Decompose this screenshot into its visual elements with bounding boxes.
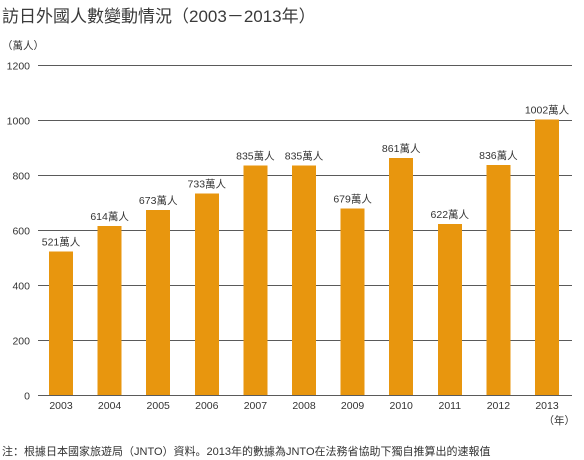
data-label-2006: 733萬人 [188,177,227,190]
x-tick-label-2013: 2013 [535,400,559,412]
data-label-2010: 861萬人 [382,142,421,155]
y-tick-label: 1200 [7,61,31,73]
bar-2008 [292,165,316,395]
data-label-2011: 622萬人 [431,208,470,221]
data-label-2004: 614萬人 [90,210,129,223]
bar-2005 [146,209,171,395]
bar-2003 [49,251,73,395]
x-tick-label-2006: 2006 [195,400,219,412]
y-tick-label: 200 [12,336,30,348]
footnote: 注：根據日本國家旅遊局（JNTO）資料。2013年的數據為JNTO在法務省協助下… [2,444,491,458]
x-tick-label-2007: 2007 [244,400,268,412]
y-tick-label: 400 [12,281,30,293]
bar-2010 [389,158,414,395]
x-tick-label-2010: 2010 [390,400,414,412]
x-tick-label-2011: 2011 [439,400,462,412]
x-tick-labels: 2003 2004 2005 2006 2007 2008 2009 2010 2011 2012… [49,400,559,412]
x-tick-label-2003: 2003 [49,400,73,412]
bar-2006 [194,193,219,395]
data-labels: 521萬人 614萬人 673萬人 733萬人 835萬人 835萬人 679萬人 861萬人… [42,103,570,248]
x-tick-label-2012: 2012 [487,400,511,412]
y-tick-labels: 0 200 400 600 800 1000 1200 [7,61,31,403]
data-label-2005: 673萬人 [139,194,178,207]
y-tick-label: 1000 [7,116,31,128]
data-label-2003: 521萬人 [42,236,81,249]
y-tick-label: 800 [12,171,30,183]
data-label-2008: 835萬人 [285,149,324,162]
data-label-2012: 836萬人 [479,149,518,162]
x-tick-label-2005: 2005 [147,400,171,412]
bar-2011 [437,224,462,395]
data-label-2013: 1002萬人 [525,103,570,116]
x-tick-label-2004: 2004 [98,400,122,412]
chart-title: 訪日外國人數變動情況（2003－2013年） [2,7,316,26]
bar-2012 [486,165,511,395]
y-tick-label: 600 [12,226,30,238]
data-label-2007: 835萬人 [236,149,275,162]
bars [49,119,559,396]
bar-2004 [97,226,122,395]
data-label-2009: 679萬人 [333,192,372,205]
y-axis-unit-label: （萬人） [2,39,44,52]
bar-2013 [535,119,559,396]
y-tick-label: 0 [24,391,30,403]
x-tick-label-2008: 2008 [292,400,316,412]
x-axis-unit-label: （年） [544,414,576,427]
bar-2007 [243,165,268,395]
bar-2009 [340,208,365,395]
x-tick-label-2009: 2009 [341,400,365,412]
